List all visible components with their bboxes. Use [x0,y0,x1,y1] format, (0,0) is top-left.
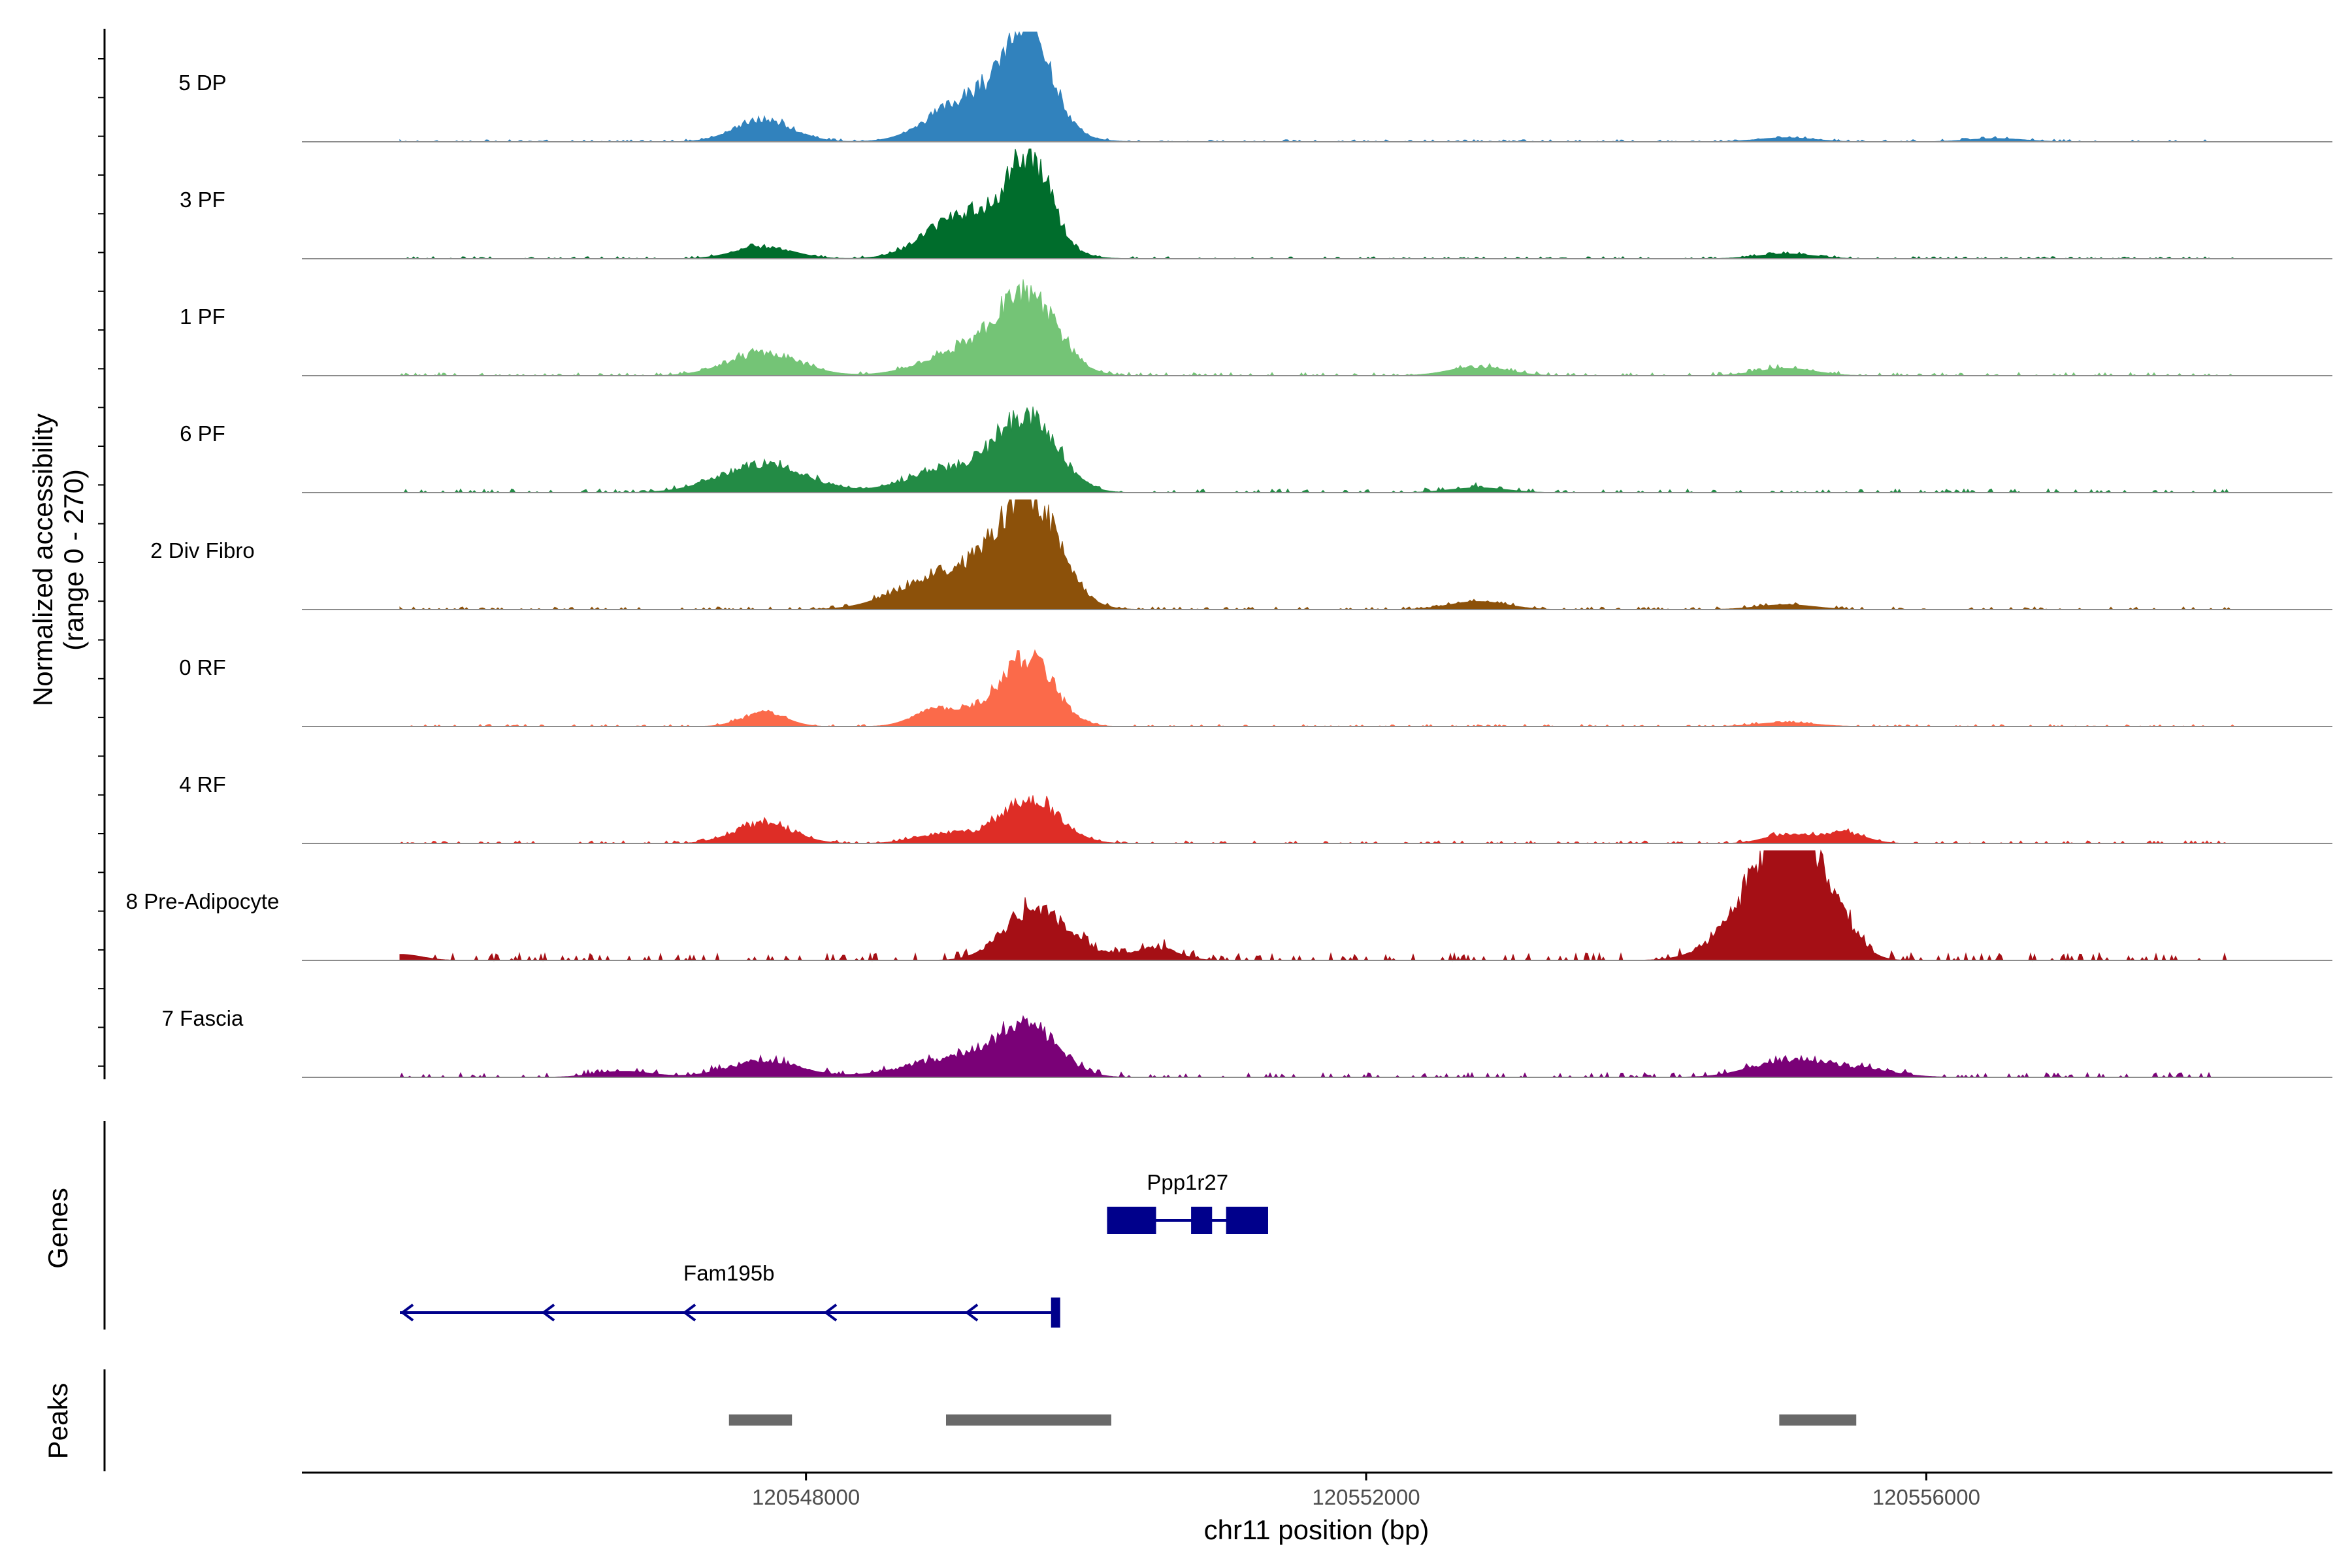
x-axis-title: chr11 position (bp) [1204,1514,1429,1545]
coverage-area [399,849,2234,962]
track-label: 2 Div Fibro [150,538,255,563]
track-4-rf: 4 RF [179,772,2332,844]
strand-arrow [823,1303,838,1322]
track-label: 5 DP [178,71,226,95]
gene-exon [1226,1207,1268,1234]
track-label: 6 PF [180,421,225,446]
peak-region [945,1414,1111,1426]
coverage-area [400,148,2236,259]
gene-ppp1r27: Ppp1r27 [1107,1170,1268,1234]
track-8-pre-adipocyte: 8 Pre-Adipocyte [126,849,2332,962]
coverage-area [399,1015,2234,1079]
coverage-area [399,499,2234,610]
coverage-area [400,406,2234,493]
peak-region [728,1414,792,1426]
gene-exon [1051,1298,1060,1328]
coverage-tracks: 5 DP 3 PF 1 PF 6 PF 2 Div Fibro 0 RF 4 RF 8 Pre… [126,31,2332,1079]
x-axis: 120548000 120552000 120556000 [302,1471,2332,1509]
track-label: 7 Fascia [162,1006,244,1030]
track-1-pf: 1 PF [180,279,2332,376]
track-label: 0 RF [179,655,226,679]
gene-label: Fam195b [683,1261,774,1285]
track-3-pf: 3 PF [180,148,2332,259]
strand-arrow [541,1303,555,1322]
track-label: 4 RF [179,772,226,796]
strand-arrow [400,1303,414,1322]
track-label: 1 PF [180,304,225,329]
left-axes [98,29,106,1471]
x-tick-label: 120556000 [1872,1485,1980,1509]
coverage-area [400,649,2236,727]
coverage-area [399,795,2234,844]
track-label: 3 PF [180,188,225,212]
track-7-fascia: 7 Fascia [162,1006,2332,1079]
x-tick-label: 120552000 [1312,1485,1420,1509]
peaks-panel [728,1414,1857,1426]
peak-region [1779,1414,1857,1426]
genes-panel-title: Genes [42,1188,73,1269]
strand-arrow [682,1303,696,1322]
track-6-pf: 6 PF [180,406,2332,493]
peaks-panel-title: Peaks [42,1383,73,1460]
coverage-area [399,31,2234,142]
track-5-dp: 5 DP [178,31,2332,142]
x-tick-label: 120548000 [752,1485,860,1509]
gene-exon [1107,1207,1156,1234]
gene-exon [1191,1207,1213,1234]
gene-label: Ppp1r27 [1147,1170,1228,1194]
gene-fam195b: Fam195b [400,1261,1060,1328]
track-0-rf: 0 RF [179,649,2332,727]
track-label: 8 Pre-Adipocyte [126,889,280,913]
strand-arrow [964,1303,979,1322]
track-2-div-fibro: 2 Div Fibro [150,499,2332,610]
gene-annotation-panel: Ppp1r27 Fam195b [400,1170,1268,1328]
coverage-area [399,279,2234,376]
y-axis-range-label: (range 0 - 270) [58,469,89,651]
y-axis-title: Normalized accessibility [27,414,58,706]
